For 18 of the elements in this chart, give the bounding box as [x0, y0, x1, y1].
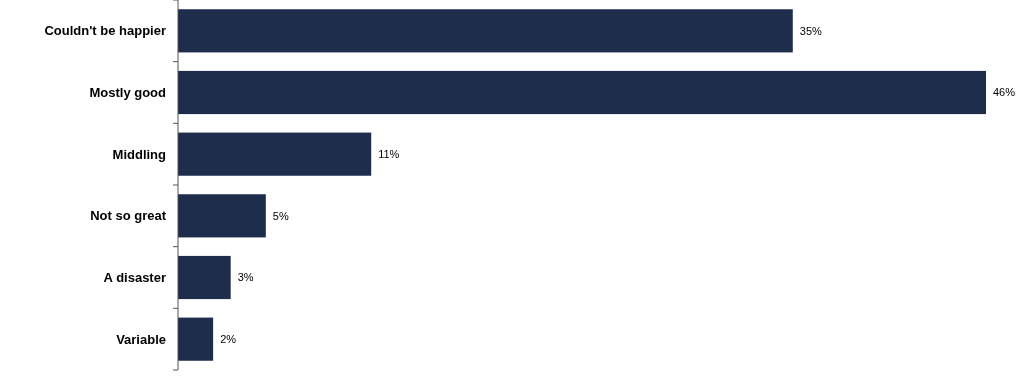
y-tick-label: A disaster — [103, 270, 166, 286]
y-tick-label: Middling — [112, 146, 167, 162]
data-label: 46% — [993, 86, 1016, 99]
bar — [178, 317, 214, 361]
bar — [178, 70, 986, 115]
data-label: 2% — [220, 333, 237, 346]
y-tick-label: Couldn't be happier — [44, 23, 166, 39]
data-label: 3% — [237, 271, 254, 284]
y-tick-label: Variable — [116, 331, 166, 347]
bar — [178, 194, 266, 238]
bar — [178, 132, 372, 176]
y-tick-label: Not so great — [90, 208, 167, 224]
bar — [178, 9, 793, 53]
data-label: 35% — [799, 24, 823, 37]
bar — [178, 255, 231, 300]
y-tick-label: Mostly good — [89, 85, 167, 101]
data-label: 11% — [378, 148, 400, 161]
data-label: 5% — [272, 209, 289, 222]
